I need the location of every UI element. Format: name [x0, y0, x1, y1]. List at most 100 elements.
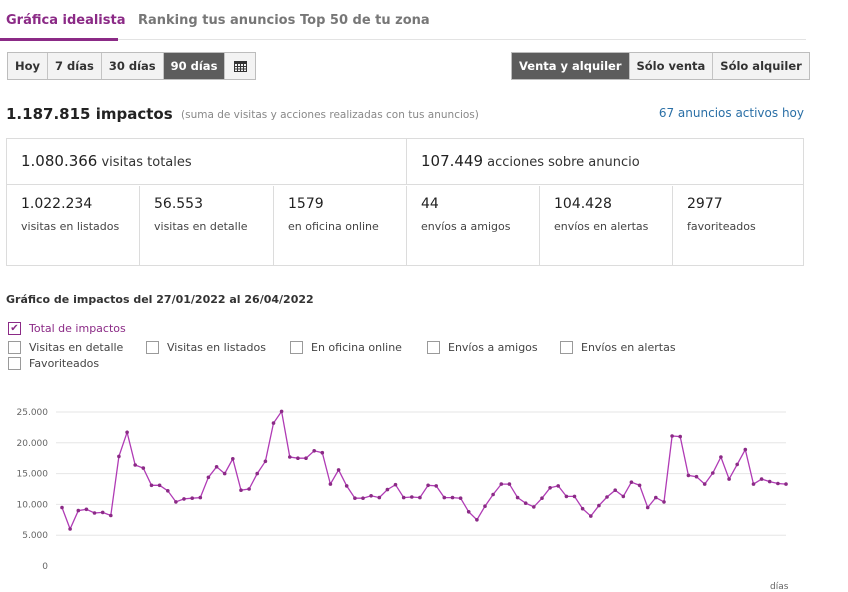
- data-point[interactable]: [288, 455, 292, 459]
- data-point[interactable]: [719, 455, 723, 459]
- data-point[interactable]: [548, 486, 552, 490]
- checkbox-envios-alertas[interactable]: Envíos en alertas: [560, 341, 676, 354]
- data-point[interactable]: [426, 483, 430, 488]
- data-point[interactable]: [629, 480, 634, 484]
- type-button-solo-alquiler[interactable]: Sólo alquiler: [720, 59, 802, 73]
- data-point[interactable]: [182, 497, 186, 501]
- data-point[interactable]: [109, 513, 113, 518]
- data-point[interactable]: [458, 496, 463, 500]
- data-point[interactable]: [117, 454, 121, 459]
- type-button-venta-alquiler[interactable]: Venta y alquiler: [512, 53, 630, 79]
- data-point[interactable]: [743, 447, 748, 452]
- data-point[interactable]: [255, 471, 259, 476]
- data-point[interactable]: [385, 487, 390, 492]
- data-point[interactable]: [92, 511, 97, 515]
- data-point[interactable]: [174, 500, 178, 504]
- data-point[interactable]: [466, 510, 471, 514]
- data-point[interactable]: [361, 496, 365, 500]
- data-point[interactable]: [271, 421, 276, 425]
- data-point[interactable]: [670, 434, 674, 438]
- data-point[interactable]: [320, 450, 325, 455]
- period-button-7-dias[interactable]: 7 días: [48, 53, 102, 79]
- data-point[interactable]: [125, 430, 129, 435]
- data-point[interactable]: [613, 488, 617, 492]
- period-button-hoy[interactable]: Hoy: [8, 53, 49, 79]
- data-point[interactable]: [239, 488, 243, 492]
- data-point[interactable]: [654, 495, 658, 500]
- data-point[interactable]: [60, 505, 64, 510]
- data-point[interactable]: [369, 494, 373, 498]
- data-point[interactable]: [784, 482, 788, 486]
- data-point[interactable]: [393, 482, 398, 487]
- data-point[interactable]: [662, 500, 666, 504]
- data-point[interactable]: [222, 471, 227, 476]
- data-point[interactable]: [776, 481, 780, 486]
- data-point[interactable]: [694, 474, 699, 479]
- data-point[interactable]: [686, 473, 691, 478]
- data-point[interactable]: [190, 496, 194, 500]
- data-point[interactable]: [279, 409, 284, 414]
- data-point[interactable]: [304, 456, 308, 460]
- period-button-30-dias[interactable]: 30 días: [102, 53, 164, 79]
- checkbox-visitas-detalle[interactable]: Visitas en detalle: [8, 341, 123, 354]
- data-point[interactable]: [515, 495, 520, 500]
- data-point[interactable]: [442, 495, 447, 500]
- data-point[interactable]: [580, 506, 585, 511]
- data-point[interactable]: [206, 475, 211, 480]
- data-point[interactable]: [645, 505, 650, 510]
- data-point[interactable]: [401, 495, 406, 500]
- data-point[interactable]: [149, 483, 154, 488]
- data-point[interactable]: [491, 492, 495, 497]
- data-point[interactable]: [434, 484, 439, 488]
- data-point[interactable]: [711, 471, 715, 475]
- checkbox-total-impactos[interactable]: ✔ Total de impactos: [8, 322, 126, 335]
- data-point[interactable]: [621, 494, 626, 499]
- data-point[interactable]: [507, 482, 512, 486]
- active-ads-link[interactable]: 67 anuncios activos hoy: [658, 106, 804, 120]
- data-point[interactable]: [735, 462, 739, 467]
- checkbox-favoriteados[interactable]: Favoriteados: [8, 357, 99, 370]
- data-point[interactable]: [523, 501, 528, 505]
- tab-grafica-idealista[interactable]: Gráfica idealista: [6, 13, 126, 28]
- data-point[interactable]: [410, 495, 414, 499]
- tab-top-50-zona[interactable]: Top 50 de tu zona: [300, 13, 430, 28]
- data-point[interactable]: [296, 456, 300, 460]
- checkbox-oficina-online[interactable]: En oficina online: [290, 341, 402, 354]
- data-point[interactable]: [247, 487, 251, 491]
- data-point[interactable]: [344, 484, 349, 488]
- data-point[interactable]: [418, 495, 422, 500]
- data-point[interactable]: [353, 496, 357, 500]
- checkbox-visitas-listados[interactable]: Visitas en listados: [146, 341, 266, 354]
- data-point[interactable]: [231, 457, 235, 461]
- data-point[interactable]: [475, 518, 479, 522]
- data-point[interactable]: [100, 510, 105, 515]
- data-point[interactable]: [767, 479, 772, 484]
- type-button-solo-venta[interactable]: Sólo venta: [630, 53, 714, 79]
- data-point[interactable]: [214, 465, 219, 469]
- data-point[interactable]: [702, 482, 707, 486]
- data-point[interactable]: [198, 495, 203, 500]
- data-point[interactable]: [263, 459, 268, 464]
- data-point[interactable]: [133, 463, 137, 467]
- data-point[interactable]: [572, 494, 577, 499]
- checkbox-envios-amigos[interactable]: Envíos a amigos: [427, 341, 538, 354]
- data-point[interactable]: [377, 495, 382, 500]
- data-point[interactable]: [328, 482, 333, 486]
- data-point[interactable]: [751, 482, 756, 486]
- data-point[interactable]: [556, 484, 560, 488]
- calendar-button[interactable]: [225, 53, 255, 79]
- data-point[interactable]: [76, 508, 81, 513]
- data-point[interactable]: [141, 466, 146, 470]
- data-point[interactable]: [157, 483, 162, 488]
- data-point[interactable]: [589, 514, 593, 518]
- data-point[interactable]: [312, 449, 317, 453]
- data-point[interactable]: [84, 507, 89, 512]
- data-point[interactable]: [605, 495, 609, 499]
- data-point[interactable]: [540, 496, 544, 500]
- data-point[interactable]: [678, 434, 682, 439]
- data-point[interactable]: [564, 494, 569, 499]
- data-point[interactable]: [597, 503, 601, 508]
- period-button-90-dias[interactable]: 90 días: [163, 53, 226, 79]
- tab-ranking-anuncios[interactable]: Ranking tus anuncios: [138, 13, 296, 28]
- data-point[interactable]: [759, 477, 764, 481]
